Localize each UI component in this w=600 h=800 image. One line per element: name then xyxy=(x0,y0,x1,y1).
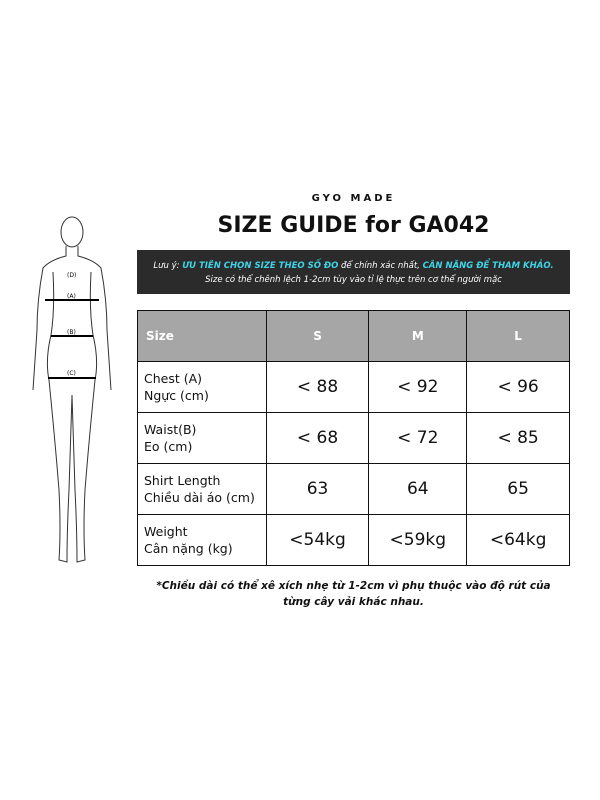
note-mid: để chính xác nhất, xyxy=(338,261,423,271)
table-row: Weight Cân nặng (kg) <54kg <59kg <64kg xyxy=(137,514,570,566)
row-label-vi: Ngực (cm) xyxy=(144,388,209,403)
table-row: Waist(B) Eo (cm) < 68 < 72 < 85 xyxy=(137,412,570,464)
label-a: (A) xyxy=(67,293,76,300)
table-header: Size S M L xyxy=(137,310,570,362)
row-label-en: Weight xyxy=(144,524,188,539)
cell: < 72 xyxy=(368,412,468,464)
cell: 64 xyxy=(368,463,468,515)
row-label: Chest (A) Ngực (cm) xyxy=(137,361,267,413)
table-row: Chest (A) Ngực (cm) < 88 < 92 < 96 xyxy=(137,361,570,413)
table-row: Shirt Length Chiều dài áo (cm) 63 64 65 xyxy=(137,463,570,515)
footnote-line2: từng cây vải khác nhau. xyxy=(283,596,424,608)
header-s: S xyxy=(265,310,370,362)
cell: < 96 xyxy=(466,361,570,413)
note-prefix: Lưu ý: xyxy=(153,261,183,271)
header-size: Size xyxy=(137,310,267,362)
cell: 63 xyxy=(265,463,370,515)
cell: < 92 xyxy=(368,361,468,413)
row-label-vi: Eo (cm) xyxy=(144,439,193,454)
footnote: *Chiều dài có thể xê xích nhẹ từ 1-2cm v… xyxy=(137,578,570,610)
cell: 65 xyxy=(466,463,570,515)
row-label: Weight Cân nặng (kg) xyxy=(137,514,267,566)
label-d: (D) xyxy=(67,272,76,279)
brand-name: GYO MADE xyxy=(311,193,396,204)
cell: <54kg xyxy=(265,514,370,566)
note-highlight-2: CÂN NẶNG ĐỂ THAM KHẢO. xyxy=(422,261,554,271)
label-b: (B) xyxy=(67,329,76,336)
header-m: M xyxy=(368,310,468,362)
cell: < 88 xyxy=(265,361,370,413)
row-label-en: Waist(B) xyxy=(144,422,197,437)
size-table: Size S M L Chest (A) Ngực (cm) < 88 < 92 < 9… xyxy=(137,310,570,566)
note-banner: Lưu ý: ƯU TIÊN CHỌN SIZE THEO SỐ ĐO để c… xyxy=(137,250,570,294)
cell: <59kg xyxy=(368,514,468,566)
row-label-vi: Cân nặng (kg) xyxy=(144,541,233,556)
body-measurement-figure: (D) (A) (B) (C) xyxy=(32,216,112,563)
row-label-vi: Chiều dài áo (cm) xyxy=(144,490,255,505)
label-c: (C) xyxy=(67,370,76,377)
note-highlight-1: ƯU TIÊN CHỌN SIZE THEO SỐ ĐO xyxy=(182,261,339,271)
row-label: Waist(B) Eo (cm) xyxy=(137,412,267,464)
note-line2: Size có thể chênh lệch 1-2cm tùy vào tỉ … xyxy=(205,275,502,285)
cell: < 68 xyxy=(265,412,370,464)
row-label-en: Shirt Length xyxy=(144,473,221,488)
header-l: L xyxy=(466,310,570,362)
cell: <64kg xyxy=(466,514,570,566)
page-title: SIZE GUIDE for GA042 xyxy=(217,213,490,238)
footnote-line1: *Chiều dài có thể xê xích nhẹ từ 1-2cm v… xyxy=(156,580,551,592)
cell: < 85 xyxy=(466,412,570,464)
row-label: Shirt Length Chiều dài áo (cm) xyxy=(137,463,267,515)
row-label-en: Chest (A) xyxy=(144,371,203,386)
